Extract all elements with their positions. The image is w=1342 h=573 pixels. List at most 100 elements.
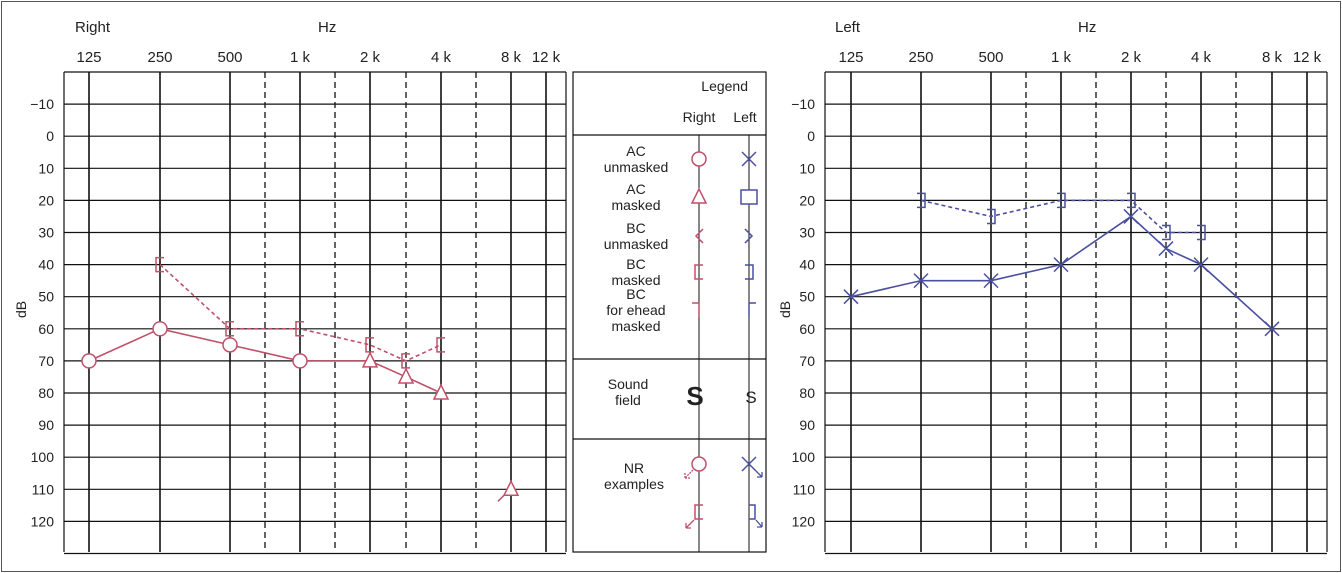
left-series-1-point-shape xyxy=(1197,224,1206,241)
right-series-1-point xyxy=(436,337,445,353)
left-x-tick-label: 2 k xyxy=(1121,49,1142,66)
left-series-0-point-shape xyxy=(1264,321,1280,337)
legend-row-left-symbol-shape xyxy=(740,189,758,205)
right-series-0-point xyxy=(361,351,379,368)
right-series-1-point xyxy=(365,337,374,353)
right-chart-xlabel: Hz xyxy=(318,19,336,36)
left-series-0-point xyxy=(1053,257,1069,273)
legend-soundfield-left-symbol: S xyxy=(745,388,756,407)
left-y-tick-label: 100 xyxy=(792,449,816,465)
right-y-tick-label: 60 xyxy=(38,321,54,337)
right-y-tick-label: −10 xyxy=(30,96,54,112)
left-series-0-point xyxy=(983,273,999,289)
left-y-tick-label: 30 xyxy=(799,225,815,241)
legend-nr-left-bracket-shape xyxy=(749,504,756,520)
right-y-tick-label: 50 xyxy=(38,289,54,305)
legend-row-left-symbol xyxy=(740,189,758,205)
right-y-tick-label: 110 xyxy=(32,481,55,497)
legend-row-right-symbol-shape xyxy=(694,228,704,244)
right-y-tick-label: 120 xyxy=(31,513,55,529)
right-series-0-point-shape xyxy=(81,353,97,369)
left-y-tick-label: 110 xyxy=(793,481,816,497)
legend-panel: Legend Right Left ACunmaskedACmaskedBCun… xyxy=(572,71,767,553)
right-x-tick-label: 8 k xyxy=(501,49,522,66)
right-series-0-point-shape xyxy=(292,353,308,369)
legend-row-label: BC xyxy=(626,286,645,302)
legend-nr-label: examples xyxy=(604,476,664,492)
legend-nr-right-bracket-arrow xyxy=(685,519,695,529)
legend-row-label: unmasked xyxy=(604,159,669,175)
right-x-tick-label: 2 k xyxy=(360,49,381,66)
legend-row-label: for ehead xyxy=(606,302,665,318)
legend-nr-right-bracket xyxy=(685,504,703,529)
legend-nr-label: NR xyxy=(624,460,644,476)
left-x-tick-label: 500 xyxy=(978,49,1003,66)
left-series-0-line xyxy=(850,215,1273,330)
left-ear-audiogram: 125 250 500 1 k 2 k 4 k 8 k 12 k −10 0 10 20 30 40 50 6… xyxy=(791,49,1328,555)
legend-row-label: AC xyxy=(626,143,645,159)
right-series-1-point xyxy=(401,353,410,369)
legend-row-left-symbol xyxy=(741,151,757,167)
legend-row-right-symbol-shape xyxy=(691,151,707,167)
legend-row-label: unmasked xyxy=(604,236,669,252)
right-series-1-point-shape xyxy=(225,321,234,337)
legend-row-label: BC xyxy=(626,256,645,272)
legend-row-right-symbol xyxy=(692,302,700,317)
left-y-tick-label: 70 xyxy=(799,353,815,369)
right-series-0-point xyxy=(292,353,308,369)
legend-soundfield-right-symbol: S xyxy=(686,381,703,411)
right-y-tick-label: 70 xyxy=(38,353,54,369)
left-series-1-point xyxy=(1197,224,1206,241)
right-series-1-point-shape xyxy=(436,337,445,353)
legend-row-label: masked xyxy=(611,318,660,334)
left-series-1-point-shape xyxy=(1057,192,1066,209)
left-series-0-point xyxy=(1158,241,1174,257)
legend-frame xyxy=(572,71,767,553)
legend-row-left-symbol-shape xyxy=(745,264,754,280)
right-ear-audiogram: 125 250 500 1 k 2 k 4 k 8 k 12 k −10 0 10 20 30 40 50 6… xyxy=(30,49,567,555)
left-x-tick-label: 12 k xyxy=(1293,49,1322,66)
left-series-1-line xyxy=(920,199,1201,234)
left-x-tick-label: 1 k xyxy=(1051,49,1072,66)
legend-row-left-symbol-shape xyxy=(748,302,756,317)
legend-row-right-symbol xyxy=(694,228,704,244)
right-series-1-point-shape xyxy=(401,353,410,369)
right-series-0-point xyxy=(152,321,168,337)
legend-row-left-symbol-shape xyxy=(741,151,757,167)
left-series-0-point-shape xyxy=(1158,241,1174,257)
legend-nr-left-bracket xyxy=(749,504,763,528)
right-series-2-point-shape xyxy=(502,479,520,497)
left-x-tick-label: 8 k xyxy=(1262,49,1283,66)
legend-row-left-symbol xyxy=(745,264,754,280)
legend-row-left-symbol xyxy=(748,302,756,317)
legend-row-label: masked xyxy=(611,197,660,213)
left-series-1-point xyxy=(1057,192,1066,209)
left-series-0-point xyxy=(1264,321,1280,337)
left-series-1-point xyxy=(917,192,926,209)
right-series-0-point xyxy=(397,367,415,384)
right-series-0-point xyxy=(81,353,97,369)
left-series-0-point-shape xyxy=(1053,257,1069,273)
right-series-1-point xyxy=(295,321,304,337)
left-series-1-point xyxy=(987,208,996,225)
right-series-0-point-shape xyxy=(152,321,168,337)
legend-row-right-symbol-shape xyxy=(692,302,700,317)
legend-soundfield-label: Sound xyxy=(608,376,648,392)
right-x-tick-label: 250 xyxy=(147,49,172,66)
left-series-0-point-shape xyxy=(1193,257,1209,273)
right-series-0-point xyxy=(432,383,450,400)
right-series-2-point-nr-arrow xyxy=(497,494,505,502)
left-series-1-point-shape xyxy=(987,208,996,225)
left-series-0-point xyxy=(1193,257,1209,273)
legend-row-right-symbol-shape xyxy=(690,187,708,204)
right-y-tick-label: 40 xyxy=(38,257,54,273)
right-series-0-point-shape xyxy=(432,383,450,400)
right-y-tick-label: 80 xyxy=(38,385,54,401)
right-chart-title: Right xyxy=(75,19,111,36)
left-y-tick-label: 20 xyxy=(799,192,815,208)
left-y-tick-label: 90 xyxy=(799,417,815,433)
left-y-tick-label: 60 xyxy=(799,321,815,337)
legend-nr-left-x-arrow xyxy=(755,470,763,478)
right-y-tick-label: 20 xyxy=(38,192,54,208)
